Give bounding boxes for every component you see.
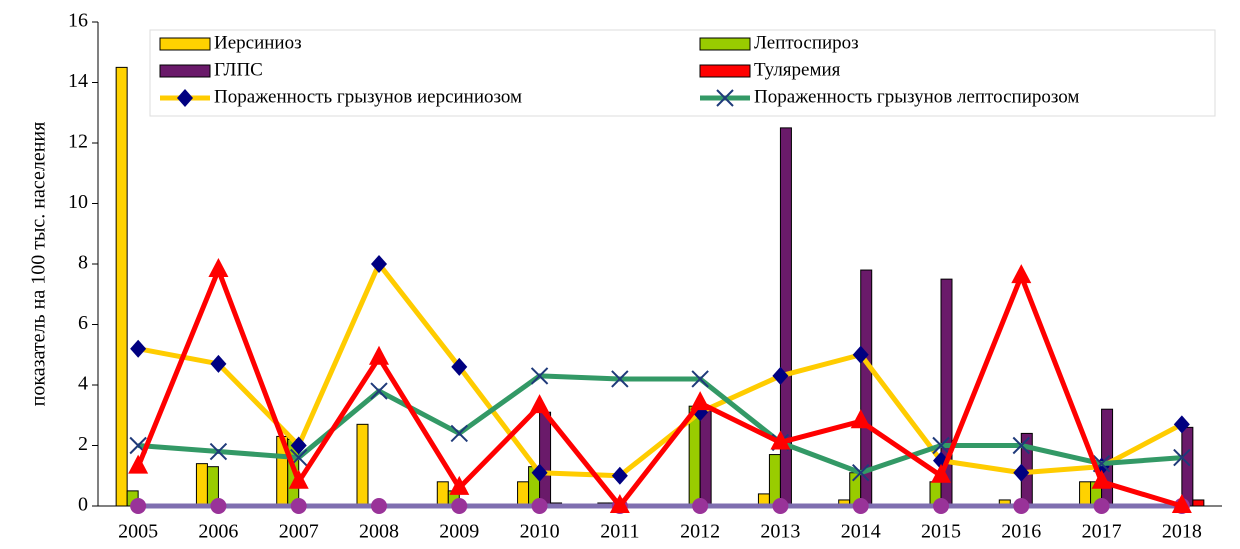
marker (371, 255, 387, 273)
marker (1171, 494, 1192, 513)
marker (690, 391, 711, 411)
marker (770, 430, 791, 450)
bar (1181, 426, 1194, 507)
x-tick-label: 2018 (1162, 521, 1202, 543)
x-tick-label: 2005 (118, 521, 158, 543)
x-tick-label: 2006 (198, 521, 238, 543)
x-tick-label: 2009 (439, 521, 479, 543)
marker (850, 409, 871, 429)
x-tick-label: 2011 (600, 521, 639, 543)
bar (436, 481, 449, 507)
legend-label: Пораженность грызунов лептоспирозом (754, 86, 1079, 107)
marker (692, 498, 709, 514)
legend-label: Иерсиниоз (214, 32, 302, 53)
marker (1012, 436, 1030, 455)
y-tick-label: 2 (78, 433, 88, 455)
marker (530, 367, 549, 385)
marker (290, 436, 307, 455)
legend: Иерсиниоз Лептоспироз ГЛПС Туляремия Поражен… (149, 29, 1216, 117)
marker (130, 498, 147, 514)
marker (1013, 498, 1030, 514)
y-tick-label: 10 (68, 191, 88, 213)
x-tick-label: 2008 (359, 521, 399, 543)
marker (1013, 463, 1030, 482)
marker (1173, 415, 1190, 434)
y-tick-label: 4 (78, 373, 88, 395)
marker (209, 442, 228, 461)
x-tick-label: 2016 (1001, 521, 1041, 543)
marker (931, 463, 951, 483)
line (137, 373, 1183, 476)
x-tick-label: 2012 (680, 521, 720, 543)
legend-box (149, 29, 1216, 117)
y-tick-label: 14 (68, 70, 88, 92)
y-tick-label: 12 (68, 131, 88, 153)
marker (716, 89, 734, 107)
marker (1011, 264, 1032, 284)
x-tick-label: 2015 (921, 521, 961, 543)
marker (210, 498, 227, 514)
marker (290, 498, 307, 514)
marker (932, 436, 950, 455)
marker (451, 498, 468, 514)
x-tick-label: 2010 (520, 521, 560, 543)
legend-swatch (159, 37, 211, 51)
marker (450, 424, 468, 443)
bar (699, 405, 712, 507)
marker (611, 370, 629, 388)
legend-label: Лептоспироз (754, 32, 859, 53)
y-tick-label: 16 (68, 10, 88, 32)
y-tick-label: 6 (78, 312, 88, 334)
marker (531, 498, 548, 514)
marker (609, 494, 630, 513)
marker (210, 354, 227, 373)
marker (531, 463, 548, 482)
legend-label: ГЛПС (214, 59, 263, 80)
marker (1093, 498, 1110, 514)
legend-swatch (159, 64, 211, 78)
bar (356, 423, 369, 507)
marker (691, 370, 709, 388)
marker (371, 498, 387, 514)
marker (177, 89, 193, 107)
marker (1091, 469, 1112, 489)
marker (852, 345, 869, 364)
line (137, 261, 1184, 479)
marker (288, 469, 309, 489)
bar (195, 463, 208, 507)
x-tick-label: 2007 (279, 521, 319, 543)
marker (529, 394, 550, 414)
legend-swatch (699, 37, 751, 51)
x-tick-label: 2017 (1082, 521, 1122, 543)
marker (128, 454, 149, 474)
x-tick-label: 2013 (760, 521, 800, 543)
marker (933, 498, 949, 514)
y-axis-label: показатель на 100 тыс. населения (28, 122, 50, 407)
marker (370, 382, 388, 400)
bar (115, 66, 128, 507)
legend-swatch (699, 64, 751, 78)
x-tick-label: 2014 (841, 521, 881, 543)
legend-label: Пораженность грызунов иерсиниозом (214, 86, 522, 107)
bar (539, 411, 552, 507)
bar (1192, 499, 1205, 507)
marker (852, 464, 870, 482)
y-tick-label: 0 (78, 494, 88, 516)
marker (772, 366, 789, 385)
marker (611, 466, 628, 485)
bar (1079, 481, 1092, 507)
marker (1173, 448, 1191, 467)
marker (449, 475, 470, 495)
y-tick-label: 8 (78, 252, 88, 274)
marker (451, 357, 468, 376)
line (135, 267, 1183, 509)
bar (517, 481, 530, 507)
marker (852, 498, 869, 514)
marker (130, 339, 147, 358)
marker (208, 258, 229, 278)
marker (369, 345, 389, 365)
legend-label: Туляремия (754, 59, 841, 80)
marker (772, 498, 789, 514)
